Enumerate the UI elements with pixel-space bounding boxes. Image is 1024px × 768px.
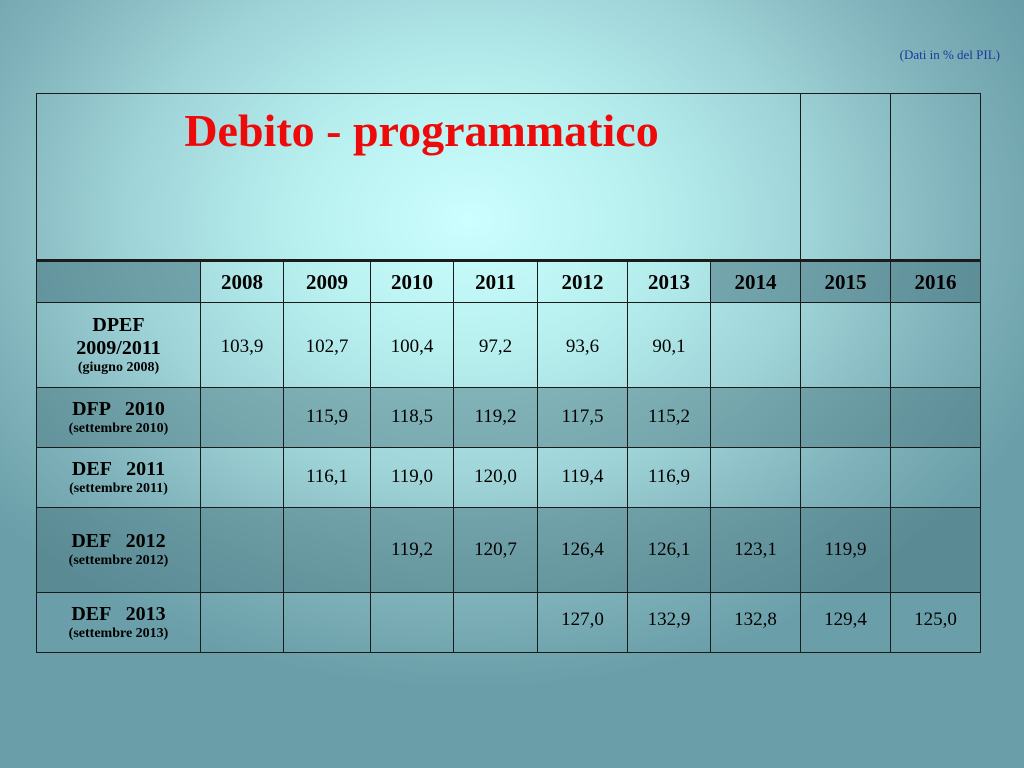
year-header-row: 2008 2009 2010 2011 2012 2013 2014 2015 … <box>36 259 981 303</box>
table-cell: 100,4 <box>370 302 454 388</box>
table-row: DFP 2010 (settembre 2010) 115,9 118,5 11… <box>36 387 981 448</box>
row-label-main: DEF 2011 <box>71 457 166 480</box>
table-cell: 115,2 <box>627 387 711 448</box>
table-cell <box>710 447 801 508</box>
table-cell: 120,0 <box>453 447 538 508</box>
table-cell <box>370 592 454 653</box>
table-cell: 90,1 <box>627 302 711 388</box>
empty-header-cell <box>800 93 891 261</box>
table-cell <box>800 447 891 508</box>
table-cell: 129,4 <box>800 592 891 653</box>
table-cell <box>710 302 801 388</box>
table-cell: 119,0 <box>370 447 454 508</box>
corner-cell <box>36 259 201 303</box>
table-cell: 132,9 <box>627 592 711 653</box>
year-header: 2012 <box>537 259 628 303</box>
table-cell <box>200 507 284 593</box>
table-row: DEF 2013 (settembre 2013) 127,0 132,9 13… <box>36 592 981 653</box>
table-row: DEF 2012 (settembre 2012) 119,2 120,7 12… <box>36 507 981 593</box>
table-cell: 119,4 <box>537 447 628 508</box>
title-cell: Debito - programmatico <box>36 93 801 261</box>
row-label: DEF 2012 (settembre 2012) <box>36 507 201 593</box>
year-header: 2008 <box>200 259 284 303</box>
row-label: DFP 2010 (settembre 2010) <box>36 387 201 448</box>
table-cell <box>710 387 801 448</box>
empty-header-cell <box>890 93 981 261</box>
table-cell: 115,9 <box>283 387 371 448</box>
table-cell: 93,6 <box>537 302 628 388</box>
table-cell: 119,9 <box>800 507 891 593</box>
table-cell: 120,7 <box>453 507 538 593</box>
year-header: 2009 <box>283 259 371 303</box>
debt-table: Debito - programmatico 2008 2009 2010 20… <box>36 93 981 653</box>
row-label-sub: (settembre 2013) <box>68 625 169 641</box>
row-label-sub: (settembre 2012) <box>68 553 169 569</box>
table-cell <box>283 507 371 593</box>
table-cell <box>200 387 284 448</box>
year-header: 2015 <box>800 259 891 303</box>
table-cell: 127,0 <box>537 592 628 653</box>
year-header: 2016 <box>890 259 981 303</box>
table-cell: 118,5 <box>370 387 454 448</box>
table-row: DPEF 2009/2011 (giugno 2008) 103,9 102,7… <box>36 302 981 388</box>
table-cell <box>800 302 891 388</box>
table-cell: 123,1 <box>710 507 801 593</box>
table-cell <box>890 447 981 508</box>
table-cell: 132,8 <box>710 592 801 653</box>
table-cell <box>283 592 371 653</box>
table-cell <box>453 592 538 653</box>
row-label-main: DEF 2013 <box>71 602 166 625</box>
row-label: DEF 2013 (settembre 2013) <box>36 592 201 653</box>
table-cell: 103,9 <box>200 302 284 388</box>
year-header: 2010 <box>370 259 454 303</box>
table-cell: 116,1 <box>283 447 371 508</box>
row-label-sub: (giugno 2008) <box>77 359 160 375</box>
row-label-main: DFP 2010 <box>72 397 165 420</box>
row-label: DPEF 2009/2011 (giugno 2008) <box>36 302 201 388</box>
table-cell: 126,1 <box>627 507 711 593</box>
table-cell: 125,0 <box>890 592 981 653</box>
table-cell <box>890 507 981 593</box>
year-header: 2014 <box>710 259 801 303</box>
table-cell <box>890 387 981 448</box>
table-cell <box>200 447 284 508</box>
year-header: 2011 <box>453 259 538 303</box>
table-row: DEF 2011 (settembre 2011) 116,1 119,0 12… <box>36 447 981 508</box>
row-label-sub: (settembre 2010) <box>68 420 169 436</box>
row-label-main: 2009/2011 <box>76 336 161 359</box>
table-cell: 116,9 <box>627 447 711 508</box>
table-cell <box>890 302 981 388</box>
units-note: (Dati in % del PIL) <box>899 47 1000 62</box>
row-label: DEF 2011 (settembre 2011) <box>36 447 201 508</box>
table-cell: 102,7 <box>283 302 371 388</box>
table-cell: 97,2 <box>453 302 538 388</box>
table-cell <box>200 592 284 653</box>
table-cell: 119,2 <box>370 507 454 593</box>
page-title: Debito - programmatico <box>184 105 659 156</box>
row-label-sub: (settembre 2011) <box>69 480 168 496</box>
table-cell <box>800 387 891 448</box>
row-label-main: DEF 2012 <box>71 530 166 553</box>
year-header: 2013 <box>627 259 711 303</box>
table-cell: 126,4 <box>537 507 628 593</box>
table-cell: 119,2 <box>453 387 538 448</box>
row-label-main: DPEF <box>92 313 145 336</box>
table-cell: 117,5 <box>537 387 628 448</box>
